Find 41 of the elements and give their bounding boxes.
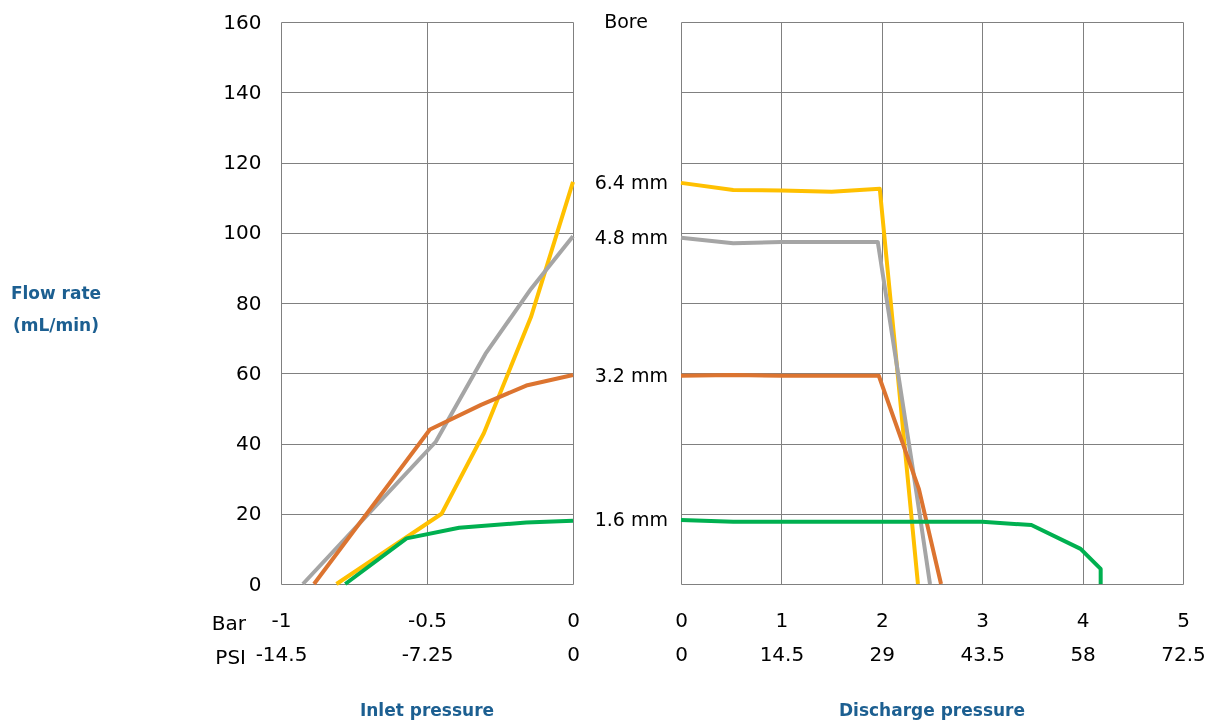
x-tick-label: 0: [675, 607, 688, 632]
x2-tick-label: 58: [1070, 641, 1096, 666]
series-label: 6.4 mm: [594, 170, 668, 193]
y-tick-label: 120: [223, 150, 262, 174]
y-tick-label: 80: [236, 290, 262, 315]
text: PSI: [215, 645, 246, 669]
x-tick-label: 3: [976, 607, 990, 632]
x2-tick-label: 29: [869, 641, 896, 666]
x2-tick-label: 0: [567, 641, 580, 666]
line-series: [300, 234, 575, 586]
y-tick-label: 160: [223, 9, 262, 34]
x-tick-label: 1: [775, 607, 789, 632]
x-axis-title: Discharge pressure: [838, 700, 1026, 720]
x-tick-label: 2: [875, 607, 889, 632]
legend-title: Bore: [604, 10, 648, 32]
series-label: 1.6 mm: [594, 508, 668, 531]
y-axis-title: Flow rate (mL/min): [10, 283, 102, 335]
y-tick-label: 20: [236, 501, 262, 526]
text: Bar: [211, 611, 247, 635]
line-series: [343, 518, 575, 586]
line-series: [334, 179, 575, 586]
x2-tick-label: -7.25: [401, 641, 454, 666]
x-axis-title: Inlet pressure: [359, 700, 495, 720]
x2-tick-label: 14.5: [759, 641, 805, 666]
series-label: 3.2 mm: [594, 363, 668, 386]
y-tick-label: 40: [236, 431, 262, 455]
y-tick-label: 60: [236, 360, 262, 385]
x2-tick-label: 72.5: [1161, 641, 1206, 666]
y-tick-label: 140: [223, 79, 262, 104]
x-tick-label: -1: [271, 607, 292, 632]
line-series: [312, 373, 575, 586]
x2-tick-label: 43.5: [960, 641, 1005, 666]
x-tick-label: 0: [567, 607, 580, 632]
y-tick-label: 0: [248, 571, 262, 596]
x2-tick-label: -14.5: [255, 641, 308, 666]
series-label: 4.8 mm: [594, 225, 668, 248]
x-tick-label: 4: [1076, 607, 1090, 632]
x-tick-label: 5: [1177, 607, 1190, 632]
x2-tick-label: 0: [675, 641, 688, 666]
x-tick-label: -0.5: [407, 607, 448, 632]
y-tick-label: 100: [223, 220, 262, 245]
